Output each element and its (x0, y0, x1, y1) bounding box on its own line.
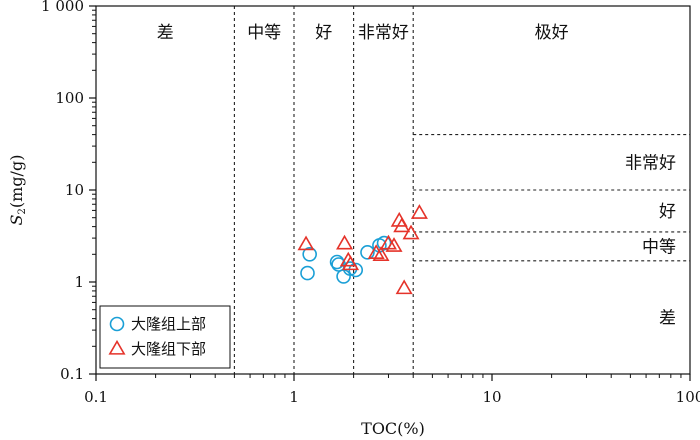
legend-label-upper: 大隆组上部 (131, 315, 206, 333)
x-tick-label: 100 (676, 388, 700, 406)
legend-label-lower: 大隆组下部 (131, 340, 206, 358)
point-triangle (393, 217, 411, 233)
point-triangle (385, 237, 403, 252)
y-axis-title-symbol: S (7, 214, 26, 225)
legend-marker-circle (109, 316, 125, 332)
s2-zone-label: 中等 (642, 237, 676, 257)
y-axis-title: S2(mg/g) (7, 155, 28, 226)
toc-zone-label: 极好 (535, 23, 569, 43)
point-circle (376, 235, 392, 251)
point-circle (300, 265, 315, 281)
point-circle (302, 247, 317, 262)
y-tick-label: 0.1 (60, 365, 84, 383)
toc-zone-label: 中等 (247, 23, 281, 43)
s2-zone-label: 差 (659, 308, 676, 328)
point-triangle (402, 224, 420, 240)
axis-ticks: 0.1 1 10 100 0.1 1 10 100 1 000 (41, 0, 700, 406)
y-axis-title-unit: (mg/g) (7, 155, 26, 209)
s2-zone-label: 非常好 (625, 153, 676, 173)
legend-marker-triangle (108, 339, 126, 355)
toc-zone-label: 差 (157, 23, 174, 43)
point-triangle (372, 246, 390, 261)
toc-zone-label: 非常好 (358, 23, 409, 43)
y-tick-label: 1 (74, 273, 84, 291)
point-circle (360, 245, 375, 260)
point-triangle (336, 234, 354, 250)
x-tick-label: 1 (289, 388, 299, 406)
x-tick-label: 0.1 (84, 388, 108, 406)
point-triangle (297, 235, 315, 251)
legend-box (99, 305, 231, 369)
y-tick-label: 10 (65, 181, 84, 199)
x-axis-title: TOC(%) (361, 419, 425, 438)
threshold-lines (233, 6, 690, 374)
data-points (297, 204, 428, 295)
point-triangle (367, 244, 385, 259)
y-tick-label: 1 000 (41, 0, 84, 15)
point-triangle (395, 279, 413, 295)
point-triangle (342, 255, 360, 271)
y-tick-label: 100 (55, 89, 84, 107)
x-tick-label: 10 (482, 388, 501, 406)
zone-labels: 差中等好非常好 极好差中等好非常好 (157, 23, 676, 328)
point-circle (336, 269, 351, 284)
point-triangle (410, 204, 428, 219)
s2-zone-label: 好 (659, 202, 676, 222)
toc-zone-label: 好 (315, 23, 332, 43)
y-axis-title-subscript: 2 (17, 208, 28, 214)
legend: 大隆组上部 大隆组下部 (99, 305, 231, 369)
